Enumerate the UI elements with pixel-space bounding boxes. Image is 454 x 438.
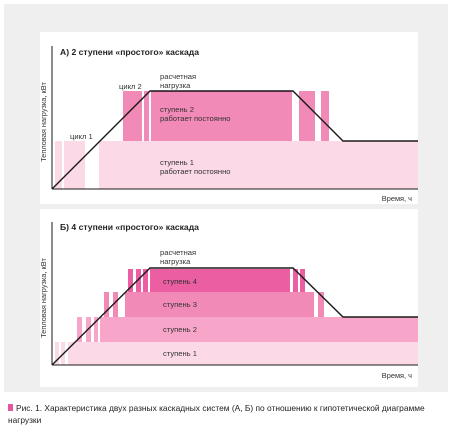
panel-a-cycle2-label: цикл 2 [119, 82, 142, 91]
panel-b-stage3-pulse [318, 292, 324, 317]
panel-a-stage2-label-1: ступень 2 [160, 105, 194, 114]
panel-b-stage3-pulse [113, 292, 118, 317]
panel-b-stage4-pulse [128, 269, 133, 292]
panel-a-title: А) 2 ступени «простого» каскада [60, 47, 199, 57]
panel-b-stage3-band [125, 292, 314, 317]
panel-b-stage1-pulse [55, 342, 59, 365]
panel-b-stage3-pulse [104, 292, 109, 317]
panel-b-stage4-block [150, 269, 290, 292]
panel-a-y-axis-label: Тепловая нагрузка, кВт [39, 82, 48, 162]
panel-b-stage1-label: ступень 1 [163, 349, 197, 358]
panel-a-stage1-label-1: ступень 1 [160, 158, 194, 167]
panel-b-y-axis-label: Тепловая нагрузка, кВт [39, 258, 48, 338]
panel-a-cycle2-pulse [144, 91, 149, 141]
panel-a-stage1-band [70, 141, 418, 189]
panel-b-stage2-pulse [94, 317, 98, 342]
panel-a-stage2-block [151, 91, 292, 141]
panel-b-x-axis-label: Время, ч [382, 371, 412, 380]
panel-b-stage4-pulse [293, 269, 298, 292]
panel-b-stage4-pulse [136, 269, 141, 292]
panel-b-stage4-pulse [143, 269, 148, 292]
panel-b-title: Б) 4 ступени «простого» каскада [60, 222, 199, 232]
panel-a-load-curve [51, 90, 418, 190]
panel-b-stage1-band [68, 342, 418, 365]
panel-b-load-curve [51, 267, 418, 366]
panel-a-design-load-label-1: расчетная [160, 72, 196, 81]
panel-b-stage2-band [100, 317, 418, 342]
panel-a-cycle1-label: цикл 1 [70, 132, 93, 141]
panel-a-stage2-label-2: работает постоянно [160, 114, 231, 123]
panel-a-cycle2-pulse [299, 91, 315, 141]
panel-b-stage2-pulse [77, 317, 82, 342]
panel-a-stage1-label-2: работает постоянно [160, 167, 231, 176]
panel-a-cycle1-pulse [55, 141, 62, 189]
panel-a-x-axis-label: Время, ч [382, 194, 412, 203]
panel-b-design-load-label-1: расчетная [160, 248, 196, 257]
figure-caption-text: Рис. 1. Характеристика двух разных каска… [8, 403, 425, 425]
panel-b-stage2-label: ступень 2 [163, 325, 197, 334]
panel-b-design-load-label-2: нагрузка [160, 257, 191, 266]
panel-a-cycle1-pulse [64, 141, 70, 189]
panel-b-stage4-pulse [300, 269, 305, 292]
panel-b-stage4-label: ступень 4 [163, 277, 197, 286]
caption-marker-icon [8, 404, 13, 411]
panel-b-stage3-label: ступень 3 [163, 300, 197, 309]
panel-a-design-load-label-2: нагрузка [160, 81, 191, 90]
figure-caption: Рис. 1. Характеристика двух разных каска… [8, 402, 448, 426]
panel-a-cycle2-pulse [321, 91, 329, 141]
